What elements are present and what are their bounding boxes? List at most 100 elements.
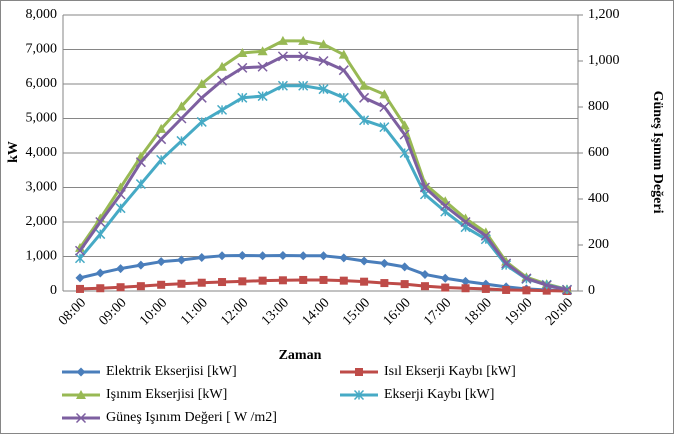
- data-point: [74, 253, 86, 264]
- y2-tick-label: 1,200: [588, 7, 620, 22]
- data-point: [257, 46, 268, 56]
- data-point: [278, 276, 287, 285]
- data-point: [257, 91, 268, 102]
- legend-label: Güneş Işınım Değeri [ W /m2]: [106, 410, 277, 425]
- data-point: [441, 283, 450, 292]
- data-point: [318, 84, 329, 95]
- data-point: [115, 203, 126, 214]
- data-point: [177, 279, 186, 288]
- y2-tick-label: 600: [588, 145, 609, 160]
- data-point: [299, 275, 308, 284]
- data-point: [318, 39, 329, 49]
- data-point: [75, 273, 85, 283]
- data-point: [561, 284, 573, 295]
- data-point: [338, 65, 349, 76]
- data-point: [96, 284, 105, 293]
- data-point: [278, 250, 288, 260]
- data-point: [420, 269, 430, 279]
- data-point: [501, 258, 512, 269]
- legend-marker: [355, 368, 363, 376]
- legend-box: [58, 362, 586, 428]
- data-point: [116, 264, 126, 274]
- data-point: [156, 134, 167, 145]
- data-point: [461, 284, 470, 293]
- data-point: [420, 282, 429, 291]
- y-tick-label: 3,000: [26, 180, 58, 195]
- data-point: [136, 260, 146, 270]
- data-point: [379, 89, 390, 99]
- data-point: [521, 273, 532, 284]
- y-tick-label: 0: [50, 283, 57, 298]
- data-point: [176, 255, 186, 265]
- data-point: [237, 92, 248, 103]
- y2-tick-label: 400: [588, 191, 609, 206]
- data-point: [359, 256, 369, 266]
- legend-marker: [353, 389, 365, 401]
- data-point: [74, 245, 86, 256]
- data-point: [461, 276, 471, 286]
- data-point: [298, 51, 309, 62]
- data-point: [542, 286, 551, 295]
- data-point: [196, 92, 207, 103]
- data-point: [217, 104, 228, 115]
- legend-label: Isıl Ekserji Kaybı [kW]: [384, 364, 516, 379]
- data-point: [95, 229, 106, 240]
- data-point: [318, 55, 329, 67]
- legend-label: Ekserji Kaybı [kW]: [384, 387, 494, 402]
- y2-tick-label: 1,000: [588, 53, 620, 68]
- data-point: [237, 250, 247, 260]
- data-point: [379, 101, 390, 113]
- data-point: [237, 47, 248, 57]
- y-axis-title: kW: [6, 141, 21, 163]
- data-point: [95, 268, 105, 278]
- data-point: [399, 129, 410, 140]
- data-point: [95, 216, 106, 228]
- data-point: [156, 154, 167, 165]
- x-axis-title: Zaman: [279, 348, 322, 363]
- data-point: [176, 135, 187, 146]
- data-point: [399, 120, 410, 130]
- data-point: [76, 284, 84, 293]
- y2-axis-title: Güneş Işınım Değeri: [650, 91, 665, 214]
- legend-label: Elektrik Ekserjisi [kW]: [106, 364, 237, 379]
- data-point: [339, 276, 348, 285]
- data-point: [359, 92, 370, 103]
- data-point: [460, 216, 471, 228]
- data-point: [217, 251, 227, 261]
- data-point: [277, 35, 288, 45]
- data-point: [176, 113, 187, 124]
- data-point: [400, 262, 410, 272]
- data-point: [319, 275, 328, 284]
- data-point: [277, 51, 288, 62]
- data-point: [419, 182, 430, 193]
- data-point: [502, 285, 511, 294]
- y2-tick-label: 800: [588, 99, 609, 114]
- data-point: [257, 61, 268, 72]
- data-point: [136, 282, 145, 291]
- data-point: [196, 116, 207, 127]
- data-point: [277, 80, 288, 91]
- data-point: [217, 61, 228, 71]
- data-point: [115, 189, 126, 200]
- y-tick-label: 4,000: [26, 145, 58, 160]
- data-point: [258, 276, 267, 285]
- data-point: [359, 115, 370, 126]
- data-point: [298, 35, 309, 45]
- y-tick-label: 2,000: [26, 214, 58, 229]
- data-point: [379, 258, 389, 268]
- y-tick-label: 8,000: [26, 7, 58, 22]
- data-point: [339, 253, 349, 263]
- legend-marker: [76, 390, 86, 399]
- legend-marker: [76, 367, 86, 377]
- data-point: [338, 49, 349, 59]
- data-point: [176, 101, 187, 111]
- data-point: [298, 80, 309, 91]
- data-point: [440, 200, 451, 211]
- data-point: [440, 273, 450, 283]
- data-point: [135, 157, 146, 168]
- legend-marker: [75, 412, 87, 424]
- data-point: [157, 280, 166, 289]
- y2-tick-label: 200: [588, 237, 609, 252]
- data-point: [196, 79, 207, 88]
